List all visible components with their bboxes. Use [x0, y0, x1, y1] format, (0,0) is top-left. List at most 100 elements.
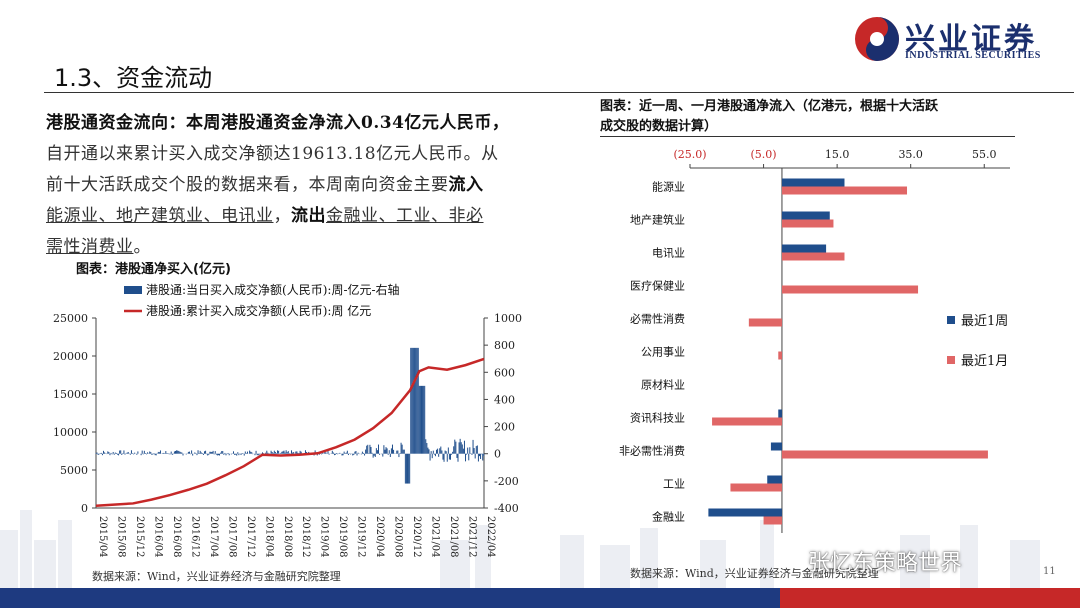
legend-label: 最近1月 — [961, 354, 1008, 369]
x-tick-label: 2021/04 — [430, 516, 441, 558]
x-tick-label: 2020/12 — [411, 516, 422, 558]
category-label: 必需性消费 — [630, 312, 685, 326]
right-y-tick-label: 0 — [494, 448, 501, 461]
cumulative-net-buy-line — [95, 357, 485, 507]
bar-month — [763, 516, 782, 525]
bar-week — [781, 178, 845, 187]
paragraph-lead: 港股通资金流向：本周港股通资金净流入0.34亿元人民币， — [46, 113, 510, 133]
right-caption-rule — [600, 136, 1015, 137]
right-y-tick-label: 1000 — [494, 312, 522, 325]
bar-month — [781, 450, 988, 459]
right-chart-source: 数据来源：Wind，兴业证券经济与金融研究院整理 — [630, 567, 879, 580]
x-tick-label: (25.0) — [673, 148, 706, 161]
category-label: 公用事业 — [641, 346, 685, 359]
page-title: 1.3、资金流动 — [54, 64, 213, 92]
x-tick-label: 2020/04 — [374, 516, 385, 558]
brand-logo-mark — [855, 17, 899, 61]
bar-month — [730, 483, 782, 492]
left-chart-caption: 图表：港股通净买入(亿元) — [76, 262, 231, 277]
x-tick-label: 2016/12 — [189, 516, 200, 558]
x-tick-label: 2019/08 — [337, 516, 348, 558]
category-label: 地产建筑业 — [630, 213, 685, 227]
left-y-tick-label: 15000 — [53, 388, 88, 401]
bar-month — [781, 285, 919, 294]
legend-swatch — [947, 356, 955, 364]
legend-label-bar: 港股通:当日买入成交净额(人民币):周-亿元-右轴 — [146, 282, 400, 297]
right-caption-line1: 图表：近一周、一月港股通净流入（亿港元，根据十大活跃 — [600, 99, 939, 114]
watermark: 张忆东策略世界 — [808, 551, 963, 576]
brand-subtitle: INDUSTRIAL SECURITIES — [905, 50, 1041, 61]
category-label: 电讯业 — [652, 247, 685, 260]
bar-month — [778, 351, 782, 360]
x-tick-label: 2018/08 — [282, 516, 293, 558]
outflow-sectors-a: 金融业、工业、非必 — [326, 206, 484, 226]
left-chart-source: 数据来源：Wind，兴业证券经济与金融研究院整理 — [92, 570, 341, 583]
category-label: 金融业 — [652, 510, 685, 524]
x-tick-label: 2018/04 — [263, 516, 274, 558]
bar-week — [781, 244, 827, 253]
summary-paragraph: 港股通资金流向：本周港股通资金净流入0.34亿元人民币， 自开通以来累计买入成交… — [46, 108, 566, 263]
x-tick-label: 35.0 — [898, 148, 923, 161]
category-label: 医疗保健业 — [630, 279, 685, 293]
x-tick-label: 2017/04 — [208, 516, 219, 558]
paragraph-end: 。 — [133, 237, 151, 257]
x-tick-label: 2018/12 — [300, 516, 311, 558]
x-tick-label: 2015/12 — [134, 516, 145, 558]
page-number: 11 — [1043, 566, 1056, 577]
right-y-tick-label: -200 — [494, 475, 519, 488]
x-tick-label: 2019/12 — [356, 516, 367, 558]
right-y-tick-label: 600 — [494, 366, 515, 379]
x-tick-label: 2016/08 — [171, 516, 182, 558]
legend-swatch — [947, 316, 955, 324]
left-y-tick-label: 25000 — [53, 312, 88, 325]
legend-label: 最近1周 — [961, 314, 1008, 329]
x-tick-label: 2021/08 — [448, 516, 459, 558]
bar-week — [778, 409, 782, 418]
bar-month — [781, 186, 908, 195]
bar-month — [712, 417, 782, 426]
city-skyline-background — [0, 510, 1040, 588]
bar-month — [781, 252, 845, 261]
left-y-tick-label: 5000 — [60, 464, 88, 477]
category-label: 工业 — [663, 478, 685, 491]
right-y-tick-label: 800 — [494, 339, 515, 352]
x-tick-label: 2015/08 — [115, 516, 126, 558]
bar-week — [708, 508, 782, 517]
x-tick-label: 15.0 — [825, 148, 850, 161]
paragraph-line-3: 前十大活跃成交个股的数据来看，本周南向资金主要 — [46, 175, 449, 195]
outflow-word: 流出 — [291, 206, 326, 226]
x-tick-label: 2015/04 — [97, 516, 108, 558]
legend-label-line: 港股通:累计买入成交净额(人民币):周 亿元 — [146, 303, 371, 318]
outflow-sectors-b: 需性消费业 — [46, 237, 134, 257]
left-y-tick-label: 0 — [81, 502, 88, 515]
comma: ， — [273, 206, 291, 226]
category-label: 能源业 — [652, 180, 685, 194]
x-tick-label: 2017/12 — [245, 516, 256, 558]
left-y-tick-label: 20000 — [53, 350, 88, 363]
x-tick-label: 2021/12 — [467, 516, 478, 558]
bar-week — [770, 442, 782, 451]
right-chart-caption: 图表：近一周、一月港股通净流入（亿港元，根据十大活跃 成交股的数据计算） — [600, 97, 938, 137]
brand-name: 兴业证券 — [905, 22, 1037, 57]
hk-connect-net-buy-chart: 港股通:当日买入成交净额(人民币):周-亿元-右轴港股通:累计买入成交净额(人民… — [53, 282, 522, 558]
bar-week — [767, 475, 782, 484]
x-tick-label: (5.0) — [751, 148, 777, 161]
category-label: 原材料业 — [641, 378, 685, 392]
left-y-tick-label: 10000 — [53, 426, 88, 439]
x-tick-label: 55.0 — [972, 148, 997, 161]
bar-month — [748, 318, 782, 327]
inflow-sectors: 能源业、地产建筑业、电讯业 — [46, 206, 274, 226]
right-y-tick-label: -400 — [494, 502, 519, 515]
footer-bar-accent — [780, 588, 1080, 608]
bar-month — [781, 219, 834, 228]
right-caption-line2: 成交股的数据计算） — [600, 119, 718, 134]
x-tick-label: 2019/04 — [319, 516, 330, 558]
sector-net-inflow-chart: (25.0) (5.0) 15.0 35.0 55.0 能源业地产建筑业电讯业医疗保健业必… — [619, 148, 1010, 533]
x-tick-label: 2022/04 — [485, 516, 496, 558]
x-tick-label: 2016/04 — [152, 516, 163, 558]
title-divider — [44, 92, 1074, 93]
inflow-word: 流入 — [448, 175, 484, 195]
x-tick-label: 2017/08 — [226, 516, 237, 558]
paragraph-line-2: 自开通以来累计买入成交净额达19613.18亿元人民币。从 — [46, 144, 499, 164]
bar-week — [781, 211, 830, 220]
